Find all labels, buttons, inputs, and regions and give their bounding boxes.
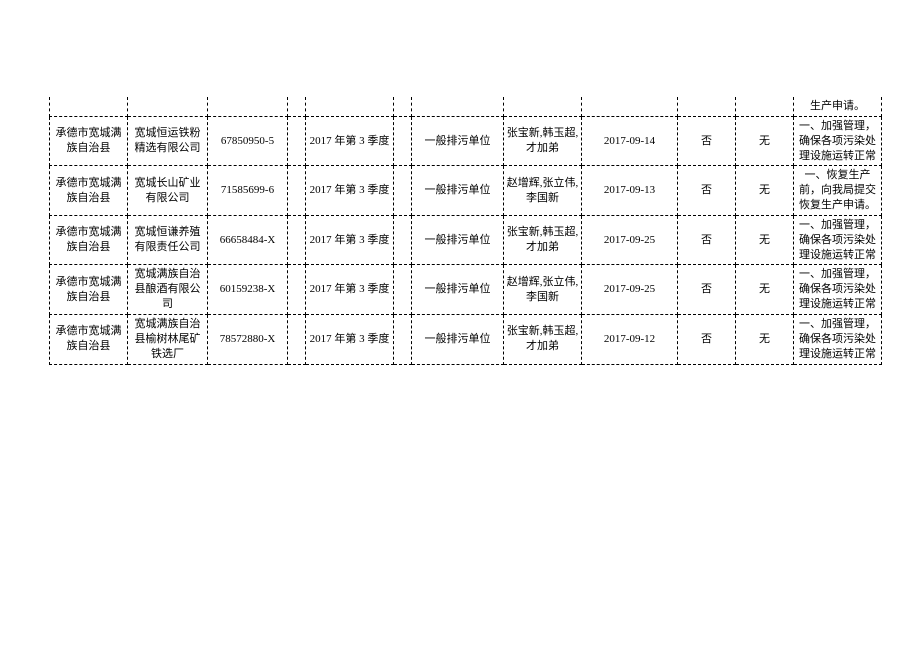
cell-people: 赵增辉,张立伟,李国新 xyxy=(504,166,582,216)
cell-blank2 xyxy=(394,116,412,166)
inspection-table: 生产申请。 承德市宽城满族自治县宽城恒运铁粉精选有限公司67850950-520… xyxy=(49,97,882,365)
cell xyxy=(736,97,794,116)
cell-blank2 xyxy=(394,314,412,364)
cell-code: 78572880-X xyxy=(208,314,288,364)
table-row: 承德市宽城满族自治县宽城长山矿业有限公司71585699-6 2017 年第 3 … xyxy=(50,166,882,216)
cell-people: 张宝新,韩玉超,才加弟 xyxy=(504,116,582,166)
cell-none: 无 xyxy=(736,314,794,364)
cell-note: 一、恢复生产前，向我局提交恢复生产申请。 xyxy=(794,166,882,216)
cell-flag: 否 xyxy=(678,215,736,265)
cell-code: 67850950-5 xyxy=(208,116,288,166)
cell-period: 2017 年第 3 季度 xyxy=(306,166,394,216)
cell-code: 71585699-6 xyxy=(208,166,288,216)
cell-flag: 否 xyxy=(678,116,736,166)
cell xyxy=(128,97,208,116)
cell xyxy=(504,97,582,116)
cell-date: 2017-09-25 xyxy=(582,265,678,315)
cell-people: 张宝新,韩玉超,才加弟 xyxy=(504,215,582,265)
cell-region: 承德市宽城满族自治县 xyxy=(50,314,128,364)
cell xyxy=(288,97,306,116)
cell-people: 赵增辉,张立伟,李国新 xyxy=(504,265,582,315)
cell-company: 宽城长山矿业有限公司 xyxy=(128,166,208,216)
table-body: 生产申请。 承德市宽城满族自治县宽城恒运铁粉精选有限公司67850950-520… xyxy=(50,97,882,364)
cell-period: 2017 年第 3 季度 xyxy=(306,215,394,265)
cell-date: 2017-09-12 xyxy=(582,314,678,364)
cell-flag: 否 xyxy=(678,265,736,315)
cell-type: 一般排污单位 xyxy=(412,116,504,166)
cell-blank1 xyxy=(288,215,306,265)
table-row: 承德市宽城满族自治县宽城恒运铁粉精选有限公司67850950-5 2017 年第 … xyxy=(50,116,882,166)
cell-region: 承德市宽城满族自治县 xyxy=(50,265,128,315)
cell-period: 2017 年第 3 季度 xyxy=(306,265,394,315)
cell-blank1 xyxy=(288,166,306,216)
cell-note: 一、加强管理，确保各项污染处理设施运转正常 xyxy=(794,116,882,166)
cell xyxy=(678,97,736,116)
cell-blank2 xyxy=(394,265,412,315)
cell-date: 2017-09-25 xyxy=(582,215,678,265)
cell-blank1 xyxy=(288,116,306,166)
cell-flag: 否 xyxy=(678,166,736,216)
cell-date: 2017-09-13 xyxy=(582,166,678,216)
cell-blank2 xyxy=(394,166,412,216)
cell-type: 一般排污单位 xyxy=(412,314,504,364)
table-row: 承德市宽城满族自治县宽城满族自治县榆树林尾矿铁选厂78572880-X 2017 … xyxy=(50,314,882,364)
table-row: 承德市宽城满族自治县宽城恒谦养殖有限责任公司66658484-X 2017 年第 … xyxy=(50,215,882,265)
cell-code: 66658484-X xyxy=(208,215,288,265)
cell-company: 宽城恒谦养殖有限责任公司 xyxy=(128,215,208,265)
cell-region: 承德市宽城满族自治县 xyxy=(50,215,128,265)
cell-type: 一般排污单位 xyxy=(412,215,504,265)
cell-type: 一般排污单位 xyxy=(412,265,504,315)
cell-company: 宽城恒运铁粉精选有限公司 xyxy=(128,116,208,166)
cell-type: 一般排污单位 xyxy=(412,166,504,216)
cell-blank1 xyxy=(288,314,306,364)
cell-company: 宽城满族自治县酿酒有限公司 xyxy=(128,265,208,315)
cell-note: 一、加强管理，确保各项污染处理设施运转正常 xyxy=(794,314,882,364)
cell-period: 2017 年第 3 季度 xyxy=(306,314,394,364)
cell xyxy=(412,97,504,116)
cell-note: 一、加强管理，确保各项污染处理设施运转正常 xyxy=(794,265,882,315)
cell-flag: 否 xyxy=(678,314,736,364)
table-row: 承德市宽城满族自治县宽城满族自治县酿酒有限公司60159238-X 2017 年第… xyxy=(50,265,882,315)
cell xyxy=(306,97,394,116)
cell-region: 承德市宽城满族自治县 xyxy=(50,166,128,216)
cell-none: 无 xyxy=(736,116,794,166)
cell-note: 生产申请。 xyxy=(794,97,882,116)
cell-code: 60159238-X xyxy=(208,265,288,315)
cell-region: 承德市宽城满族自治县 xyxy=(50,116,128,166)
cell xyxy=(394,97,412,116)
cell-none: 无 xyxy=(736,215,794,265)
cell xyxy=(50,97,128,116)
cell-date: 2017-09-14 xyxy=(582,116,678,166)
cell-none: 无 xyxy=(736,265,794,315)
cell-company: 宽城满族自治县榆树林尾矿铁选厂 xyxy=(128,314,208,364)
cell-blank2 xyxy=(394,215,412,265)
cell xyxy=(582,97,678,116)
cell-period: 2017 年第 3 季度 xyxy=(306,116,394,166)
cell-note: 一、加强管理，确保各项污染处理设施运转正常 xyxy=(794,215,882,265)
table-row-stub: 生产申请。 xyxy=(50,97,882,116)
cell-none: 无 xyxy=(736,166,794,216)
cell-blank1 xyxy=(288,265,306,315)
cell-people: 张宝新,韩玉超,才加弟 xyxy=(504,314,582,364)
cell xyxy=(208,97,288,116)
